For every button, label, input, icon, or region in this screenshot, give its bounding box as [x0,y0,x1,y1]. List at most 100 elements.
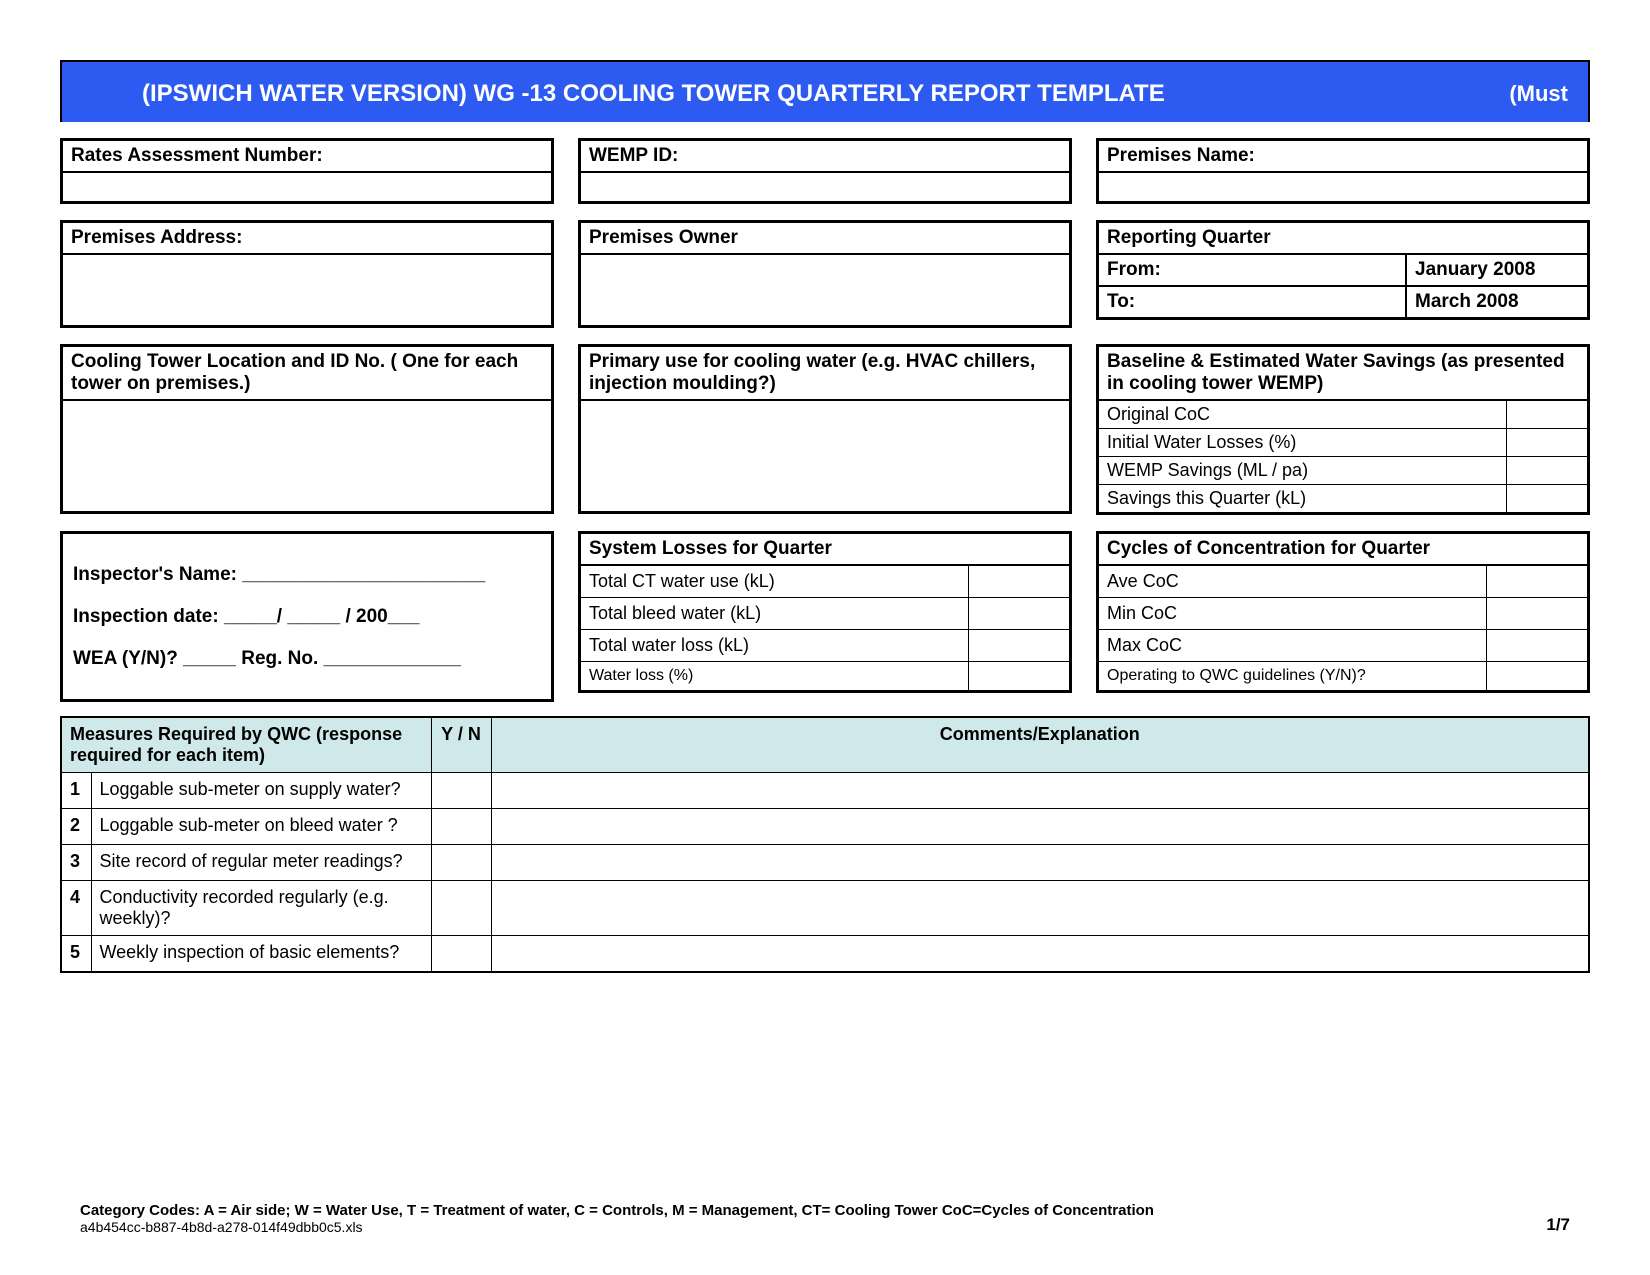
row-comment[interactable] [491,809,1589,845]
losses-row-val[interactable] [969,566,1069,597]
premises-name-label: Premises Name: [1099,141,1587,173]
coc-row-label: Operating to QWC guidelines (Y/N)? [1099,662,1487,690]
losses-row-label: Total CT water use (kL) [581,566,969,597]
coc-header: Cycles of Concentration for Quarter [1099,534,1587,566]
yn-header: Y / N [431,717,491,773]
baseline-row-label: Initial Water Losses (%) [1099,429,1507,456]
row-num: 3 [61,845,91,881]
losses-row-val[interactable] [969,630,1069,661]
row-text: Loggable sub-meter on bleed water ? [91,809,431,845]
owner-box: Premises Owner [578,220,1072,328]
footer: Category Codes: A = Air side; W = Water … [80,1202,1570,1235]
baseline-row-label: Original CoC [1099,401,1507,428]
baseline-row-val[interactable] [1507,457,1587,484]
comments-header: Comments/Explanation [491,717,1589,773]
premises-name-value[interactable] [1099,173,1587,201]
row-comment[interactable] [491,773,1589,809]
losses-row-val[interactable] [969,662,1069,690]
form-row-4: Inspector's Name: ______________________… [60,515,1590,702]
baseline-header: Baseline & Estimated Water Savings (as p… [1099,347,1587,401]
row-text: Site record of regular meter readings? [91,845,431,881]
baseline-row-label: Savings this Quarter (kL) [1099,485,1507,512]
coc-row-label: Min CoC [1099,598,1487,629]
baseline-row-val[interactable] [1507,401,1587,428]
banner: (IPSWICH WATER VERSION) WG -13 COOLING T… [60,60,1590,122]
losses-row-label: Total bleed water (kL) [581,598,969,629]
measures-table: Measures Required by QWC (response requi… [60,716,1590,973]
row-comment[interactable] [491,936,1589,972]
form-row-3: Cooling Tower Location and ID No. ( One … [60,328,1590,515]
quarter-box: Reporting Quarter From: January 2008 To:… [1096,220,1590,320]
row-comment[interactable] [491,845,1589,881]
rates-box: Rates Assessment Number: [60,138,554,204]
losses-row-val[interactable] [969,598,1069,629]
from-label: From: [1099,255,1407,285]
tower-loc-value[interactable] [63,401,551,511]
table-row: 2 Loggable sub-meter on bleed water ? [61,809,1589,845]
rates-label: Rates Assessment Number: [63,141,551,173]
wemp-value[interactable] [581,173,1069,201]
inspector-name[interactable]: Inspector's Name: ______________________… [73,554,541,596]
baseline-box: Baseline & Estimated Water Savings (as p… [1096,344,1590,515]
row-num: 1 [61,773,91,809]
row-yn[interactable] [431,809,491,845]
row-yn[interactable] [431,936,491,972]
inspector-box: Inspector's Name: ______________________… [60,531,554,702]
row-num: 4 [61,881,91,936]
form-row-1: Rates Assessment Number: WEMP ID: Premis… [60,122,1590,204]
row-yn[interactable] [431,773,491,809]
baseline-row-label: WEMP Savings (ML / pa) [1099,457,1507,484]
premises-name-box: Premises Name: [1096,138,1590,204]
coc-row-val[interactable] [1487,566,1587,597]
rates-value[interactable] [63,173,551,201]
table-row: 5 Weekly inspection of basic elements? [61,936,1589,972]
row-num: 5 [61,936,91,972]
losses-row-label: Water loss (%) [581,662,969,690]
wemp-label: WEMP ID: [581,141,1069,173]
banner-right: (Must [1509,81,1568,107]
coc-row-val[interactable] [1487,630,1587,661]
wea-reg[interactable]: WEA (Y/N)? _____ Reg. No. _____________ [73,638,541,680]
tower-loc-label: Cooling Tower Location and ID No. ( One … [63,347,551,401]
inspection-date[interactable]: Inspection date: _____/ _____ / 200___ [73,596,541,638]
coc-row-label: Ave CoC [1099,566,1487,597]
owner-value[interactable] [581,255,1069,325]
table-row: 4 Conductivity recorded regularly (e.g. … [61,881,1589,936]
row-text: Loggable sub-meter on supply water? [91,773,431,809]
measures-header: Measures Required by QWC (response requi… [61,717,431,773]
to-label: To: [1099,287,1407,317]
wemp-box: WEMP ID: [578,138,1072,204]
row-yn[interactable] [431,881,491,936]
address-value[interactable] [63,255,551,325]
row-text: Weekly inspection of basic elements? [91,936,431,972]
form-row-2: Premises Address: Premises Owner Reporti… [60,204,1590,328]
primary-use-box: Primary use for cooling water (e.g. HVAC… [578,344,1072,514]
owner-label: Premises Owner [581,223,1069,255]
page: (IPSWICH WATER VERSION) WG -13 COOLING T… [0,0,1650,1275]
row-text: Conductivity recorded regularly (e.g. we… [91,881,431,936]
tower-loc-box: Cooling Tower Location and ID No. ( One … [60,344,554,514]
baseline-row-val[interactable] [1507,429,1587,456]
row-yn[interactable] [431,845,491,881]
table-row: 1 Loggable sub-meter on supply water? [61,773,1589,809]
to-value[interactable]: March 2008 [1407,287,1587,317]
quarter-header: Reporting Quarter [1099,223,1587,255]
from-value[interactable]: January 2008 [1407,255,1587,285]
row-comment[interactable] [491,881,1589,936]
address-label: Premises Address: [63,223,551,255]
table-row: 3 Site record of regular meter readings? [61,845,1589,881]
primary-use-label: Primary use for cooling water (e.g. HVAC… [581,347,1069,401]
banner-title: (IPSWICH WATER VERSION) WG -13 COOLING T… [142,80,1165,108]
footer-codes: Category Codes: A = Air side; W = Water … [80,1202,1154,1219]
coc-row-val[interactable] [1487,598,1587,629]
primary-use-value[interactable] [581,401,1069,511]
coc-box: Cycles of Concentration for Quarter Ave … [1096,531,1590,693]
losses-box: System Losses for Quarter Total CT water… [578,531,1072,693]
coc-row-val[interactable] [1487,662,1587,690]
baseline-row-val[interactable] [1507,485,1587,512]
coc-row-label: Max CoC [1099,630,1487,661]
losses-row-label: Total water loss (kL) [581,630,969,661]
page-number: 1/7 [1546,1215,1570,1235]
losses-header: System Losses for Quarter [581,534,1069,566]
footer-filename: a4b454cc-b887-4b8d-a278-014f49dbb0c5.xls [80,1219,1154,1235]
